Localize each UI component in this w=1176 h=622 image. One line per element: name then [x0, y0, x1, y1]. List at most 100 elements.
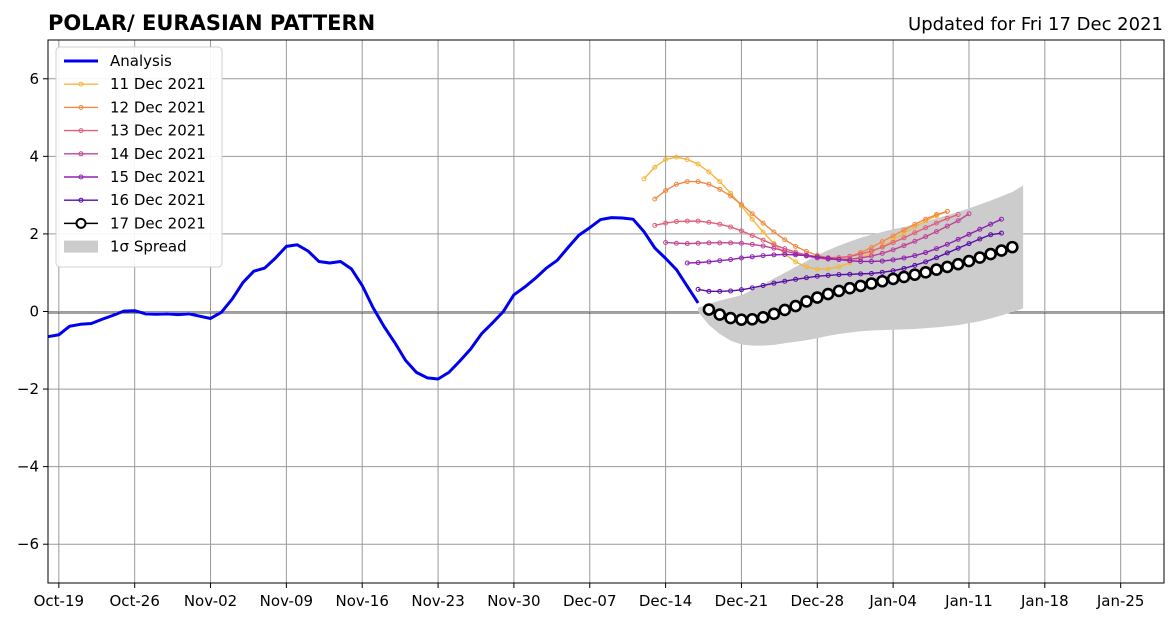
latest-point [745, 312, 759, 326]
forecast-line [654, 213, 959, 259]
forecast-series [695, 230, 1004, 294]
forecast-point [738, 201, 744, 207]
y-tick-label: −4 [17, 458, 39, 476]
forecast-point [858, 255, 864, 261]
forecast-point [879, 250, 885, 256]
legend-marker [78, 174, 84, 180]
forecast-point [901, 235, 907, 241]
forecast-point [868, 245, 874, 251]
legend-marker [78, 151, 84, 157]
latest-point [941, 260, 954, 274]
x-tick-label: Jan-18 [1020, 592, 1069, 610]
forecast-point [749, 216, 755, 222]
forecast-point [912, 262, 918, 268]
legend-item: 12 Dec 2021 [64, 98, 206, 116]
forecast-point [814, 273, 820, 279]
x-tick-label: Oct-26 [109, 592, 159, 610]
spread-area [698, 185, 1024, 346]
forecast-point [793, 259, 799, 265]
forecast-point [868, 248, 874, 254]
latest-point [778, 303, 792, 317]
forecast-point [868, 253, 874, 259]
forecast-point [912, 238, 918, 244]
legend-label: 16 Dec 2021 [110, 191, 206, 209]
forecast-point [912, 230, 918, 236]
chart-title: POLAR/ EURASIAN PATTERN [48, 11, 375, 35]
forecast-point [933, 229, 939, 235]
legend-marker [78, 128, 84, 134]
latest-point [951, 257, 965, 271]
legend-item: 13 Dec 2021 [64, 122, 206, 140]
chart-updated: Updated for Fri 17 Dec 2021 [908, 14, 1163, 35]
x-tick-label: Nov-23 [411, 592, 464, 610]
forecast-point [803, 253, 809, 259]
latest-point [875, 274, 889, 288]
forecast-point [717, 258, 723, 264]
forecast-point [858, 271, 864, 277]
x-tick-label: Jan-25 [1096, 592, 1145, 610]
forecast-point [923, 250, 929, 256]
forecast-point [673, 154, 679, 160]
forecast-point [706, 240, 712, 246]
forecast-point [749, 285, 755, 291]
x-tick-label: Nov-02 [184, 592, 237, 610]
forecast-point [663, 156, 669, 162]
legend-label: 12 Dec 2021 [110, 98, 206, 116]
forecast-point [977, 236, 983, 242]
forecast-point [814, 266, 820, 272]
latest-point [843, 281, 857, 295]
forecast-point [933, 220, 939, 226]
x-tick-label: Oct-19 [34, 592, 84, 610]
forecast-point [684, 218, 690, 224]
forecast-point [933, 246, 939, 252]
forecast-point [879, 239, 885, 245]
latest-point [854, 279, 867, 293]
forecast-point [771, 252, 777, 258]
legend-item: 16 Dec 2021 [64, 191, 206, 209]
forecast-point [684, 241, 690, 247]
x-tick-label: Dec-21 [715, 592, 769, 610]
forecast-point [944, 208, 950, 214]
forecast-point [803, 275, 809, 281]
forecast-point [847, 258, 853, 264]
forecast-point [738, 255, 744, 261]
forecast-point [771, 242, 777, 248]
forecast-point [988, 221, 994, 227]
forecast-point [836, 264, 842, 270]
forecast-point [944, 215, 950, 221]
forecast-point [879, 244, 885, 250]
latest-point [897, 270, 911, 284]
legend-item: 11 Dec 2021 [64, 75, 206, 93]
forecast-point [749, 232, 755, 238]
legend-label: 11 Dec 2021 [110, 75, 206, 93]
forecast-point [933, 212, 939, 218]
forecast-point [695, 179, 701, 185]
forecast-point [706, 219, 712, 225]
latest-point [789, 299, 802, 313]
y-tick-label: 2 [29, 225, 39, 243]
forecast-point [760, 229, 766, 235]
forecast-point [901, 227, 907, 233]
latest-point [756, 311, 770, 324]
y-tick-label: −2 [17, 380, 39, 398]
forecast-point [836, 272, 842, 278]
forecast-point [879, 258, 885, 264]
x-tick-label: Nov-30 [487, 592, 540, 610]
x-tick-label: Dec-07 [563, 592, 617, 610]
forecast-point [695, 240, 701, 246]
forecast-point [890, 257, 896, 263]
forecast-point [868, 258, 874, 264]
forecast-point [717, 221, 723, 227]
forecast-point [793, 252, 799, 258]
forecast-point [771, 245, 777, 251]
forecast-point [684, 156, 690, 162]
forecast-point [847, 271, 853, 277]
forecast-point [955, 245, 961, 251]
forecast-point [998, 216, 1004, 222]
analysis-line [47, 216, 700, 381]
series-layer [47, 154, 1019, 381]
legend-label: 1σ Spread [110, 238, 187, 256]
forecast-point [738, 240, 744, 246]
y-tick-label: −6 [17, 535, 39, 553]
forecast-point [923, 234, 929, 240]
